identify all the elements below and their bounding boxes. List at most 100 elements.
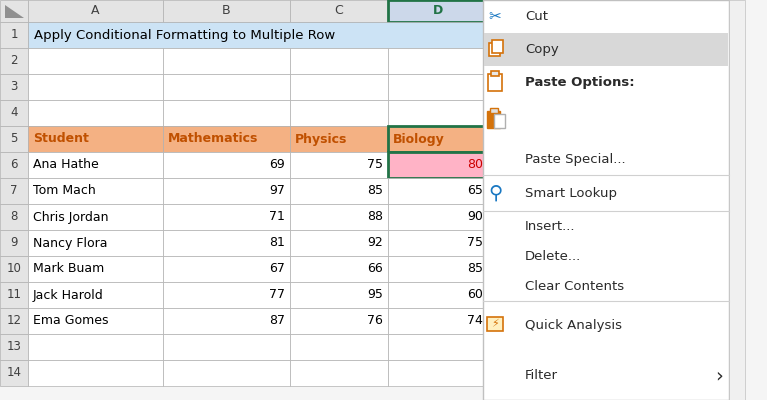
Bar <box>485 2 731 400</box>
Text: 4: 4 <box>10 106 18 120</box>
Bar <box>388 74 488 100</box>
Bar <box>290 126 388 152</box>
Text: 81: 81 <box>269 236 285 250</box>
Text: 95: 95 <box>367 288 383 302</box>
Text: 71: 71 <box>269 210 285 224</box>
Text: Quick Analysis: Quick Analysis <box>525 320 622 332</box>
Text: 60: 60 <box>467 288 483 302</box>
Text: 97: 97 <box>269 184 285 198</box>
Text: 9: 9 <box>10 236 18 250</box>
Bar <box>290 0 388 22</box>
Text: Chris Jordan: Chris Jordan <box>33 210 108 224</box>
Text: 69: 69 <box>269 158 285 172</box>
Text: 8: 8 <box>10 210 18 224</box>
Bar <box>28 152 163 178</box>
Bar <box>487 317 503 331</box>
Text: 85: 85 <box>467 262 483 276</box>
Bar <box>28 230 163 256</box>
Text: 80: 80 <box>467 158 483 172</box>
Bar <box>388 48 488 74</box>
Bar <box>290 100 388 126</box>
Text: 10: 10 <box>7 262 21 276</box>
Bar <box>163 308 290 334</box>
Text: B: B <box>222 4 231 18</box>
Text: Paste Special...: Paste Special... <box>525 152 626 166</box>
Text: 5: 5 <box>10 132 18 146</box>
Text: 88: 88 <box>367 210 383 224</box>
Bar <box>28 100 163 126</box>
Bar <box>290 178 388 204</box>
Bar <box>290 204 388 230</box>
Text: 14: 14 <box>6 366 21 380</box>
Bar <box>490 108 498 113</box>
Bar <box>0 22 28 48</box>
Bar <box>290 230 388 256</box>
Bar <box>163 0 290 22</box>
Text: Biology: Biology <box>393 132 445 146</box>
Text: 87: 87 <box>269 314 285 328</box>
Text: 1: 1 <box>10 28 18 42</box>
Text: 13: 13 <box>7 340 21 354</box>
Bar <box>0 178 28 204</box>
Bar <box>388 308 488 334</box>
Bar <box>0 282 28 308</box>
Bar <box>388 0 488 22</box>
Text: C: C <box>334 4 344 18</box>
Bar <box>28 256 163 282</box>
Text: Delete...: Delete... <box>525 250 581 262</box>
Bar <box>290 282 388 308</box>
Bar <box>28 126 163 152</box>
Bar <box>0 256 28 282</box>
Text: 2: 2 <box>10 54 18 68</box>
Bar <box>28 0 163 22</box>
Bar <box>487 111 500 128</box>
Text: 3: 3 <box>10 80 18 94</box>
Text: Smart Lookup: Smart Lookup <box>525 186 617 200</box>
Bar <box>163 360 290 386</box>
Bar <box>290 360 388 386</box>
Text: Apply Conditional Formatting to Multiple Row: Apply Conditional Formatting to Multiple… <box>34 28 335 42</box>
Text: 77: 77 <box>269 288 285 302</box>
Text: Clear Contents: Clear Contents <box>525 280 624 292</box>
Bar <box>388 204 488 230</box>
Text: Physics: Physics <box>295 132 347 146</box>
Bar <box>28 204 163 230</box>
Text: 74: 74 <box>467 314 483 328</box>
Bar <box>28 22 488 48</box>
Bar <box>28 178 163 204</box>
Text: ⚲: ⚲ <box>488 184 502 202</box>
Text: Copy: Copy <box>525 43 558 56</box>
Text: Mark Buam: Mark Buam <box>33 262 104 276</box>
Text: 11: 11 <box>6 288 21 302</box>
Bar <box>290 74 388 100</box>
Bar <box>388 256 488 282</box>
Text: 92: 92 <box>367 236 383 250</box>
Bar <box>388 334 488 360</box>
Bar <box>28 74 163 100</box>
Bar <box>163 204 290 230</box>
Text: Tom Mach: Tom Mach <box>33 184 96 198</box>
Bar <box>388 152 488 178</box>
Bar <box>163 74 290 100</box>
Text: 12: 12 <box>6 314 21 328</box>
Bar <box>290 256 388 282</box>
Text: Jack Harold: Jack Harold <box>33 288 104 302</box>
Text: Cut: Cut <box>525 10 548 23</box>
Bar <box>0 74 28 100</box>
Bar <box>388 360 488 386</box>
Bar <box>28 282 163 308</box>
Bar <box>0 334 28 360</box>
Bar <box>163 100 290 126</box>
Bar <box>388 230 488 256</box>
Bar <box>0 100 28 126</box>
Text: Mathematics: Mathematics <box>168 132 258 146</box>
Text: Paste Options:: Paste Options: <box>525 76 634 89</box>
Bar <box>163 48 290 74</box>
Text: 67: 67 <box>269 262 285 276</box>
Bar <box>388 126 488 152</box>
Bar <box>0 0 28 22</box>
Text: 75: 75 <box>367 158 383 172</box>
Bar <box>290 152 388 178</box>
Bar <box>388 100 488 126</box>
Bar <box>489 42 500 56</box>
